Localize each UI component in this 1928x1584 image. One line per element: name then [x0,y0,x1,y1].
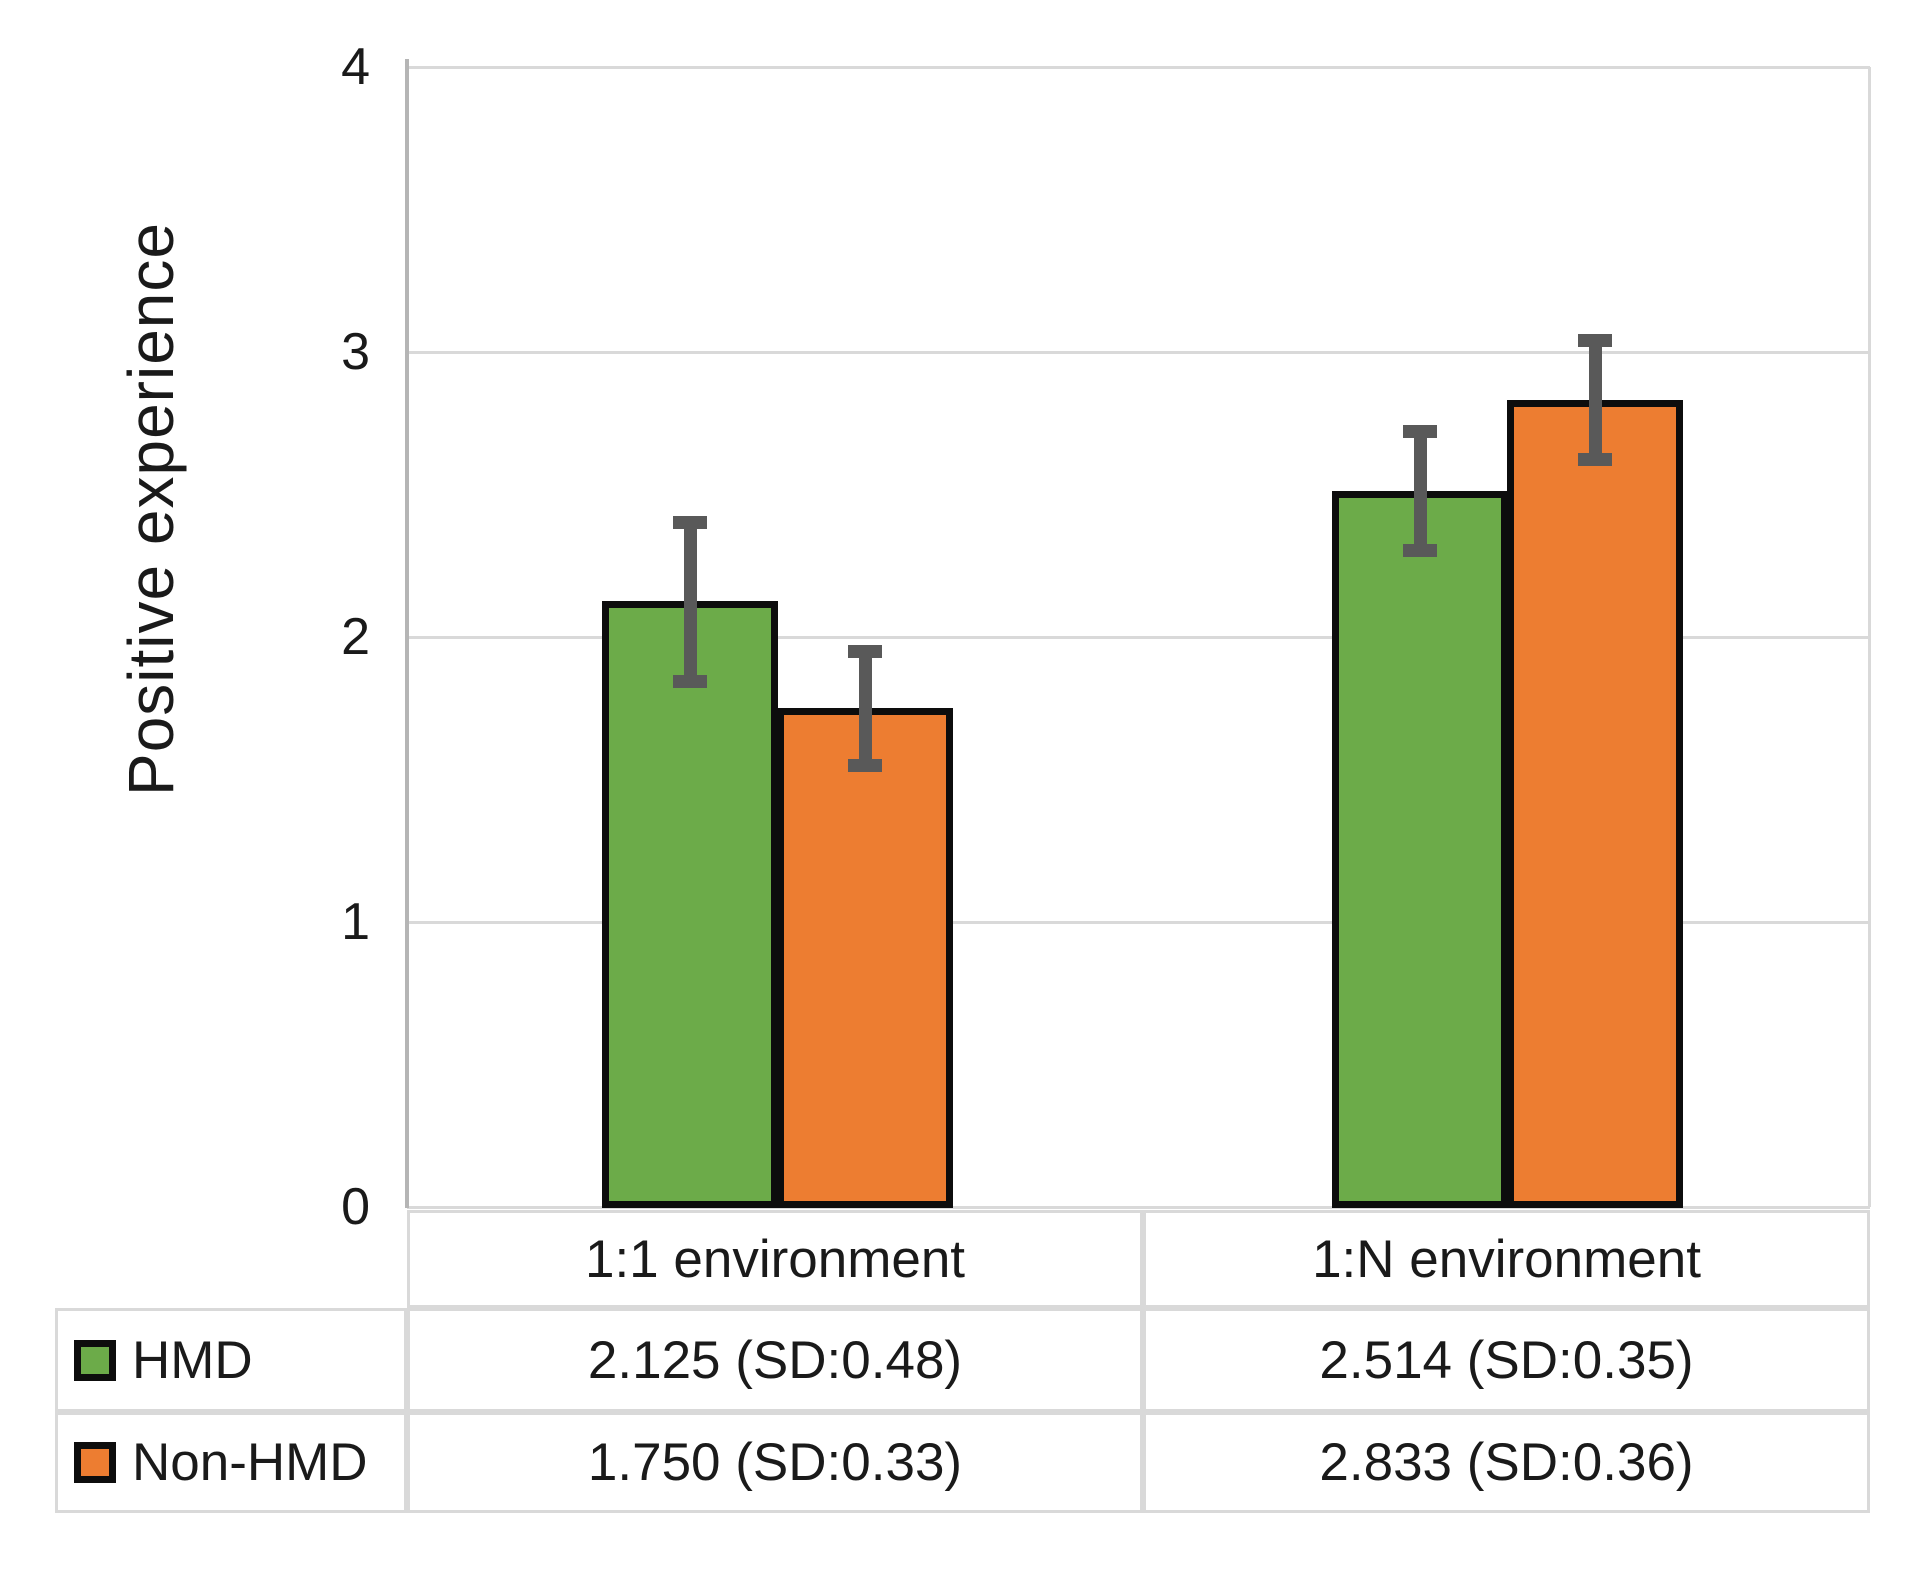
table-cell-hmd-1: 2.125 (SD:0.48) [407,1308,1143,1412]
error-bar-cap [673,516,707,529]
legend-swatch-non-hmd [74,1442,116,1483]
gridline [407,351,1870,354]
legend-swatch-hmd [74,1339,116,1381]
error-bar-cap [1403,544,1437,557]
category-header-2: 1:N environment [1143,1210,1870,1308]
gridline [407,636,1870,639]
legend-item-hmd: HMD [55,1308,407,1412]
error-bar-non-hmd-1:N environment [1589,340,1602,460]
gridline [407,1206,1870,1209]
table-cell-non-hmd-2: 2.833 (SD:0.36) [1143,1412,1870,1513]
error-bar-cap [1578,453,1612,466]
error-bar-hmd-1:1 environment [684,522,697,682]
error-bar-cap [1578,334,1612,347]
gridline [407,921,1870,924]
y-axis-tick-label: 1 [341,893,370,951]
legend-label: HMD [132,1330,253,1390]
error-bar-cap [673,675,707,688]
y-axis-title: Positive experience [115,222,187,796]
bar-non-hmd-1:N environment [1507,400,1683,1208]
error-bar-non-hmd-1:1 environment [859,651,872,765]
plot-right-border [1868,67,1871,1207]
category-header-1: 1:1 environment [407,1210,1143,1308]
error-bar-cap [1403,425,1437,438]
y-axis-tick-label: 4 [341,38,370,96]
table-cell-non-hmd-1: 1.750 (SD:0.33) [407,1412,1143,1513]
y-axis-tick-label: 0 [341,1178,370,1236]
bar-hmd-1:1 environment [602,601,778,1208]
legend-label: Non-HMD [132,1433,368,1492]
legend-item-non-hmd: Non-HMD [55,1412,407,1513]
error-bar-cap [848,645,882,658]
error-bar-hmd-1:N environment [1414,431,1427,551]
bar-hmd-1:N environment [1332,491,1508,1208]
table-cell-hmd-2: 2.514 (SD:0.35) [1143,1308,1870,1412]
bar-non-hmd-1:1 environment [777,708,953,1208]
y-axis-tick-label: 2 [341,608,370,666]
gridline [407,66,1870,69]
y-axis-tick-label: 3 [341,323,370,381]
error-bar-cap [848,759,882,772]
y-axis-line [405,59,409,1208]
